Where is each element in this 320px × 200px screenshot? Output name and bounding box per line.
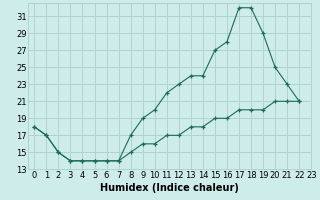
X-axis label: Humidex (Indice chaleur): Humidex (Indice chaleur) [100,183,239,193]
